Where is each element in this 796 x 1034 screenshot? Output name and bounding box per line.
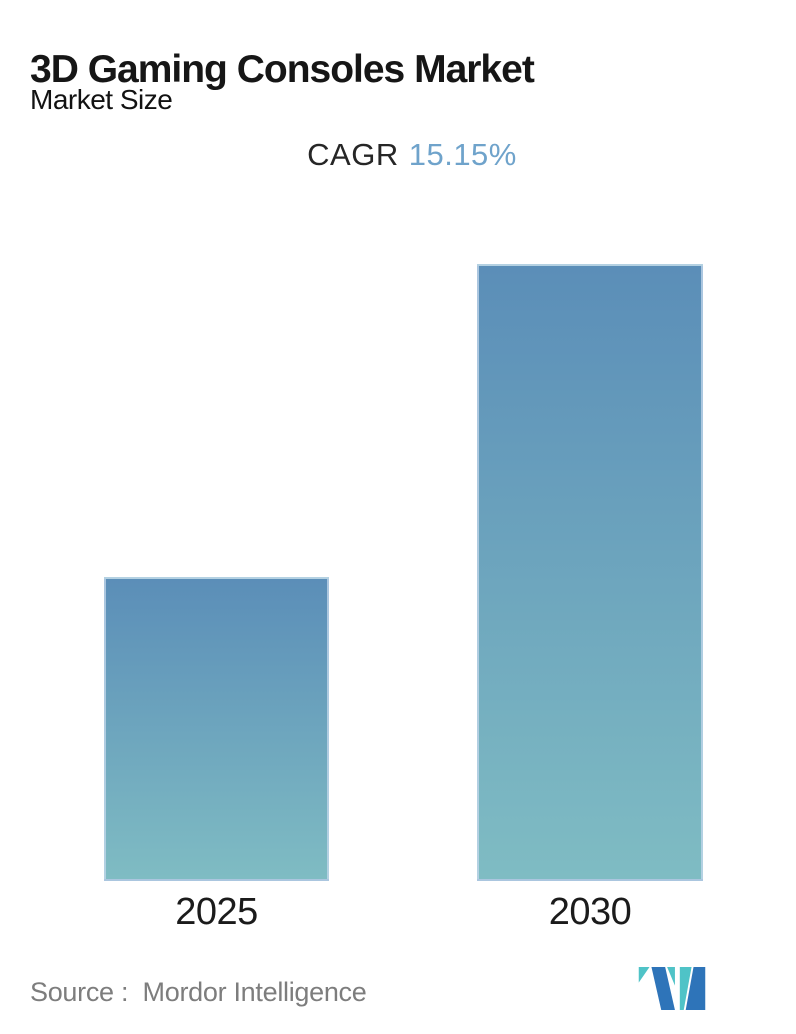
cagr-value: 15.15% (408, 137, 517, 172)
chart-subtitle: Market Size (30, 84, 173, 115)
cagr-label: CAGR (307, 137, 399, 172)
source-attribution: Source : Mordor Intelligence (30, 977, 367, 1007)
bar-2030 (477, 264, 703, 881)
x-tick-2030: 2030 (548, 891, 632, 933)
logo-m-icon (638, 966, 706, 1011)
x-tick-2025: 2025 (175, 891, 258, 933)
bar-2025 (104, 577, 329, 881)
page-title: 3D Gaming Consoles Market (30, 48, 535, 92)
mordor-intelligence-logo (638, 966, 706, 1011)
cagr-annotation: CAGR 15.15% (14, 137, 796, 173)
